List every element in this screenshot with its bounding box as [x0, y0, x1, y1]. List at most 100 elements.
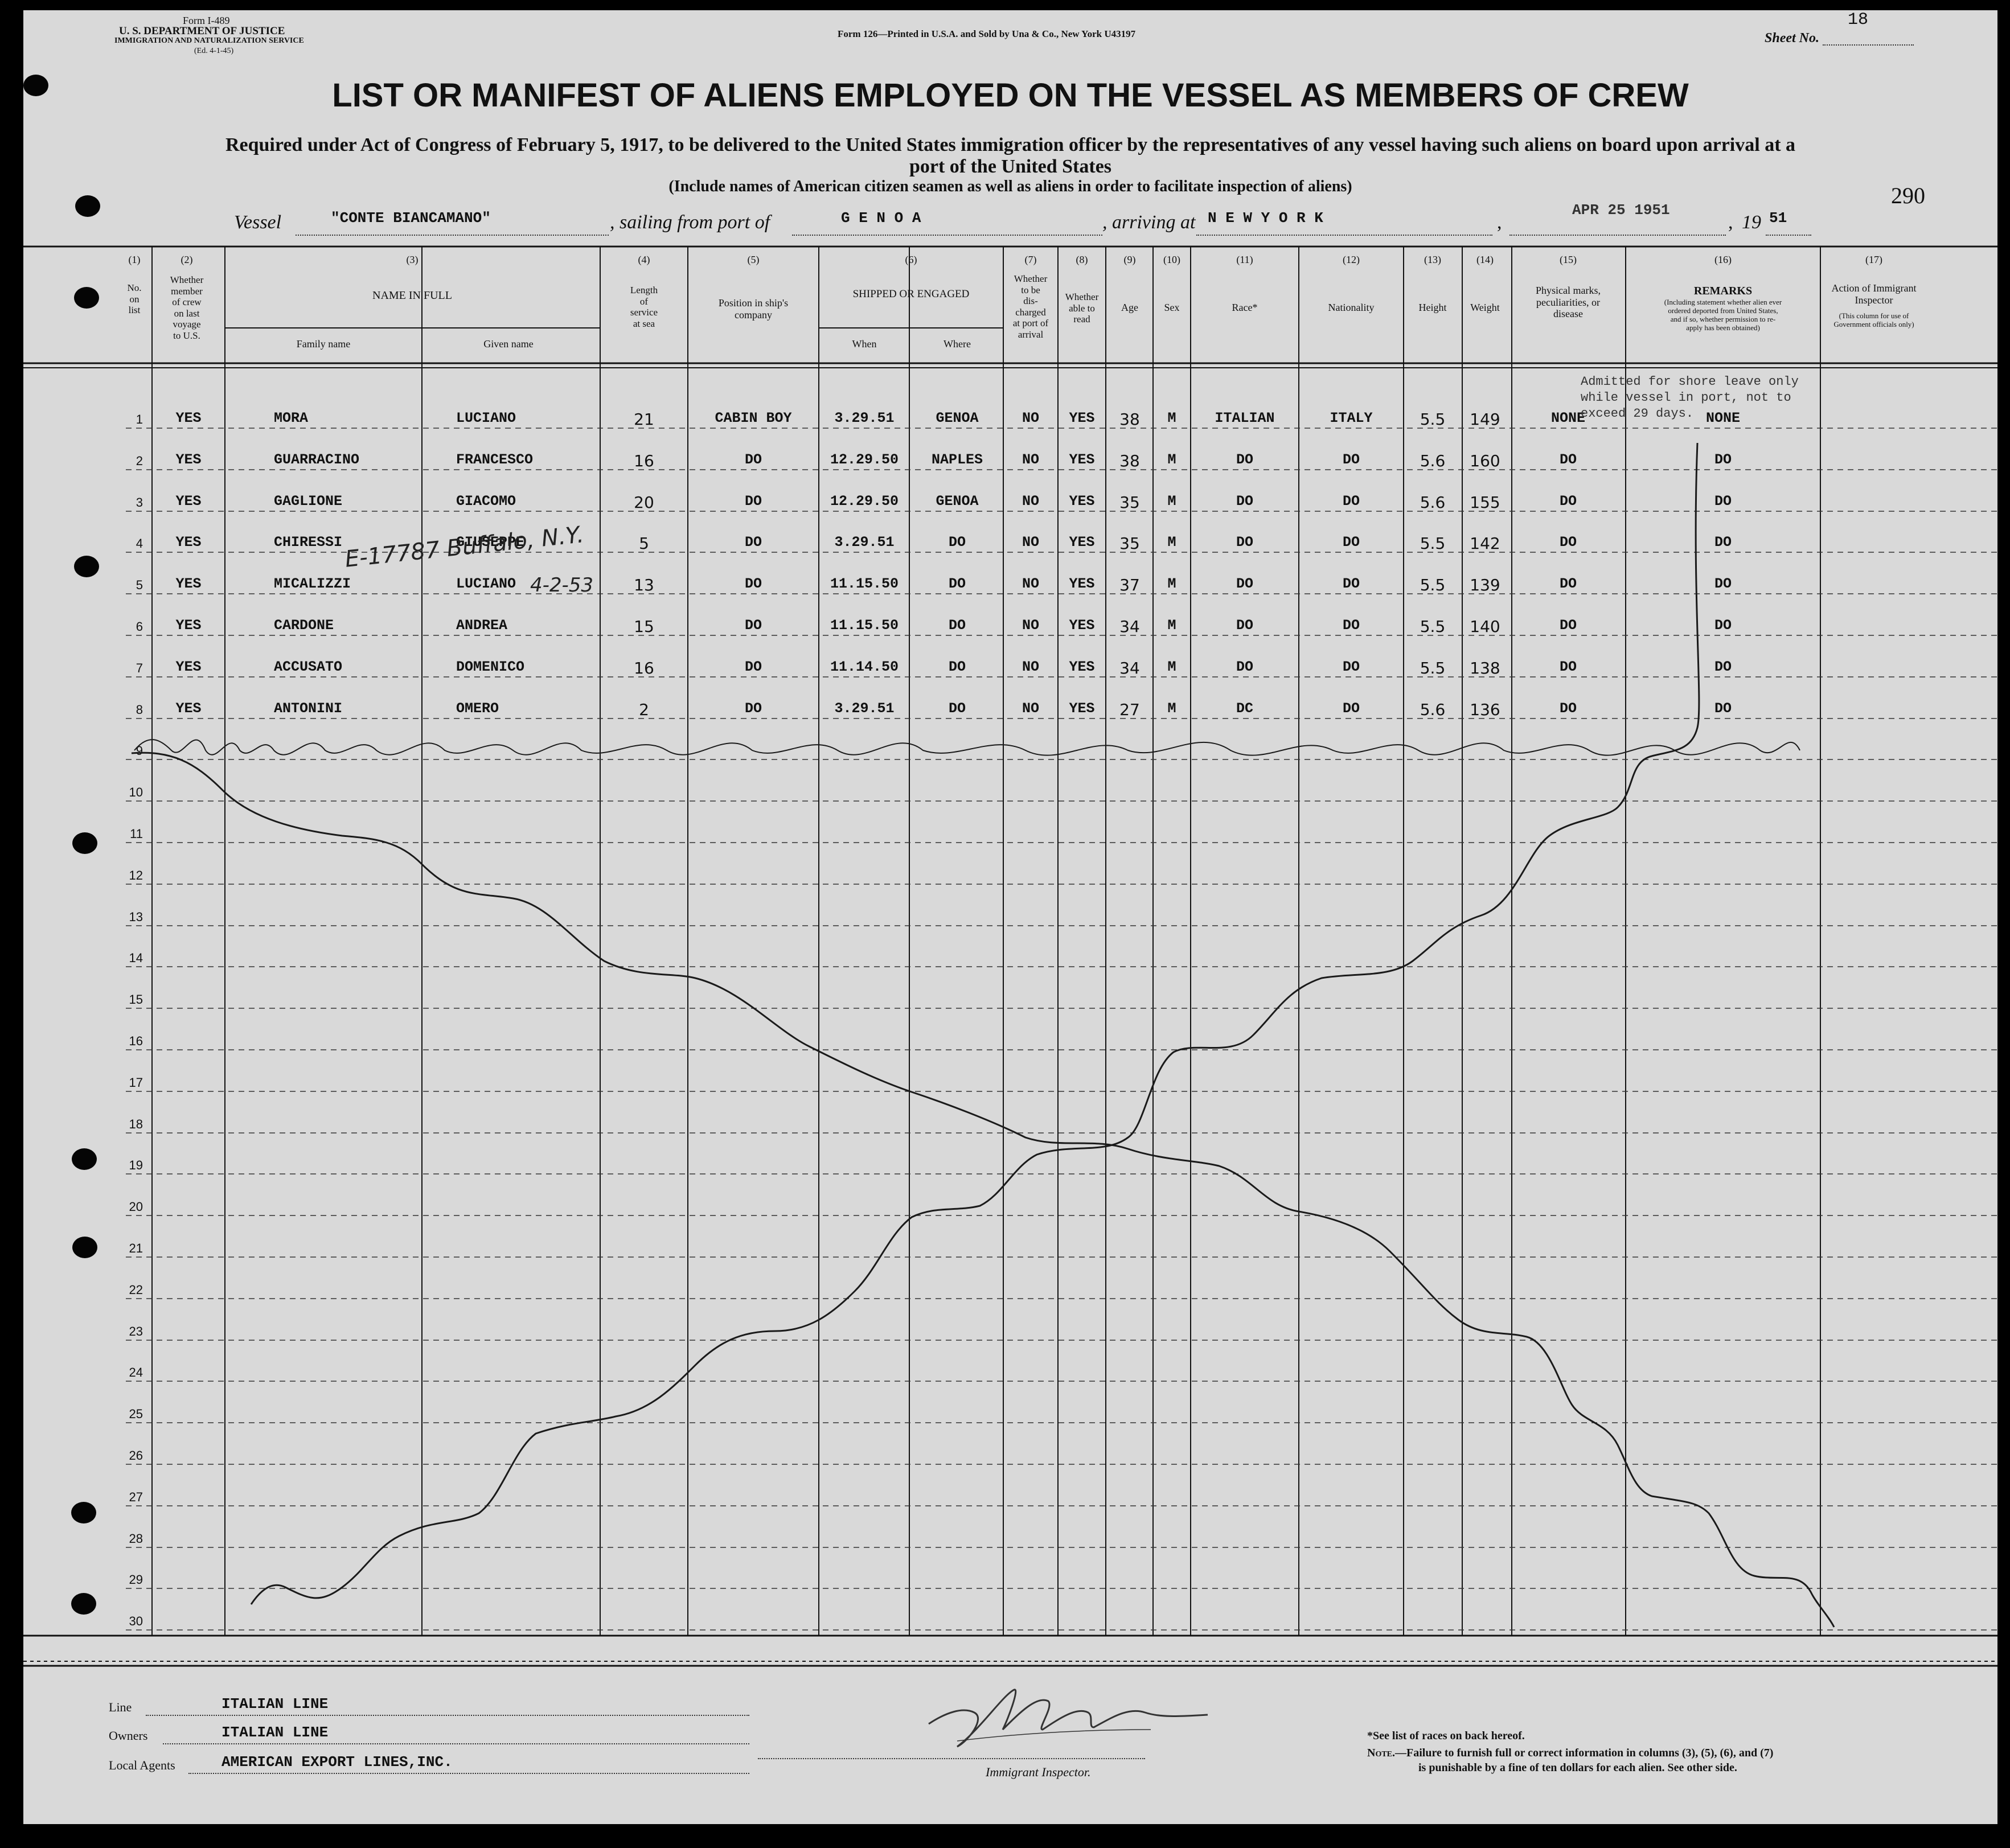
- cancellation-strokes: [131, 442, 1835, 1628]
- length-of-service: 13: [634, 576, 654, 594]
- row-number: 5: [136, 578, 143, 592]
- position: DO: [744, 617, 762, 634]
- crew-on-last-voyage: YES: [175, 534, 202, 551]
- col2-num: (2): [181, 254, 193, 265]
- subtitle-note: (Include names of American citizen seame…: [668, 178, 1352, 195]
- sailing-underline: [792, 235, 1102, 236]
- height: 5.5: [1420, 534, 1446, 553]
- family-name: CARDONE: [274, 617, 334, 634]
- note-label: Note.: [1367, 1747, 1396, 1759]
- col7-label: Whether to be dis- charged at port of ar…: [1012, 273, 1049, 340]
- owners-value: ITALIAN LINE: [221, 1724, 329, 1741]
- col15-num: (15): [1560, 254, 1577, 265]
- owners-label: Owners: [109, 1728, 148, 1743]
- col17-sublabel: (This column for use of Government offic…: [1833, 311, 1914, 328]
- col16-label: REMARKS: [1693, 285, 1753, 297]
- vessel-underline: [296, 235, 609, 236]
- crew-on-last-voyage: YES: [175, 617, 202, 634]
- shipped-when: 12.29.50: [830, 451, 899, 468]
- service-name: IMMIGRATION AND NATURALIZATION SERVICE: [114, 36, 304, 45]
- physical-marks: DO: [1559, 617, 1577, 634]
- row-number: 30: [129, 1614, 143, 1628]
- row-number: 6: [136, 619, 143, 634]
- manifest-grid: [23, 245, 1997, 1667]
- row-number: 13: [129, 910, 143, 924]
- agents-label: Local Agents: [109, 1758, 175, 1772]
- punch-hole: [71, 1593, 96, 1615]
- race: DO: [1236, 659, 1254, 675]
- sailing-label: , sailing from port of: [610, 212, 770, 233]
- age: 27: [1119, 700, 1140, 719]
- footer-note-2: is punishable by a fine of ten dollars f…: [1418, 1761, 1737, 1774]
- age: 35: [1119, 493, 1140, 512]
- row-number: 14: [129, 951, 143, 965]
- position: CABIN BOY: [715, 410, 792, 426]
- handwritten-note-2: 4-2-53: [530, 574, 594, 597]
- col5-num: (5): [747, 254, 760, 265]
- family-name: ANTONINI: [274, 700, 343, 717]
- remark-line2: while vessel in port, not to: [1581, 391, 1791, 405]
- length-of-service: 2: [639, 700, 649, 719]
- length-of-service: 5: [639, 534, 649, 553]
- family-name: MORA: [274, 410, 309, 426]
- nationality: DO: [1342, 659, 1360, 675]
- given-name: OMERO: [456, 700, 499, 717]
- punch-hole: [74, 287, 99, 309]
- row-number: 23: [129, 1324, 143, 1338]
- shipped-when: 12.29.50: [830, 493, 899, 510]
- col6-label: SHIPPED OR ENGAGED: [852, 288, 970, 300]
- inspector-label: Immigrant Inspector.: [986, 1765, 1091, 1779]
- physical-marks: DO: [1559, 576, 1577, 592]
- year-prefix: 19: [1742, 212, 1761, 233]
- discharged: NO: [1022, 493, 1040, 510]
- page-number: 290: [1891, 183, 1925, 208]
- col1-label: No. on list: [127, 282, 142, 316]
- physical-marks: DO: [1559, 534, 1577, 551]
- sex: M: [1167, 493, 1176, 510]
- crew-on-last-voyage: YES: [175, 451, 202, 468]
- race: DO: [1236, 617, 1254, 634]
- row-number: 28: [129, 1531, 143, 1546]
- col13-num: (13): [1424, 254, 1441, 265]
- row-number: 21: [129, 1241, 143, 1255]
- length-of-service: 21: [634, 410, 654, 429]
- row-number: 3: [136, 495, 143, 510]
- row-number: 8: [136, 703, 143, 717]
- crew-on-last-voyage: YES: [175, 493, 202, 510]
- col6-num: (6): [905, 254, 917, 265]
- vessel-name: "CONTE BIANCAMANO": [331, 210, 491, 227]
- given-name: ANDREA: [456, 617, 508, 634]
- manifest-sheet: Form I-489 U. S. DEPARTMENT OF JUSTICE I…: [23, 10, 1997, 1824]
- sheet-number: 18: [1848, 10, 1869, 30]
- punch-hole: [72, 1148, 97, 1170]
- date-stamp: APR 25 1951: [1572, 202, 1670, 219]
- height: 5.6: [1420, 700, 1446, 719]
- punch-hole: [23, 75, 48, 96]
- comma: ,: [1728, 212, 1733, 233]
- able-to-read: YES: [1069, 410, 1095, 426]
- weight: 139: [1470, 576, 1500, 594]
- col2-label: Whether member of crew on last voyage to…: [170, 274, 204, 341]
- given-name: FRANCESCO: [456, 451, 534, 468]
- col16-num: (16): [1714, 254, 1732, 265]
- arriving-underline: [1196, 235, 1492, 236]
- race: DO: [1236, 493, 1254, 510]
- nationality: DO: [1342, 534, 1360, 551]
- shipped-where: GENOA: [936, 410, 979, 426]
- height: 5.5: [1420, 617, 1446, 636]
- position: DO: [744, 451, 762, 468]
- given-name: LUCIANO: [456, 576, 516, 592]
- sheet-label: Sheet No.: [1765, 31, 1819, 46]
- height: 5.5: [1420, 659, 1446, 677]
- remarks: DO: [1714, 617, 1732, 634]
- col8-num: (8): [1076, 254, 1088, 265]
- remarks: NONE: [1705, 410, 1741, 426]
- row-number: 15: [129, 992, 143, 1007]
- given-name: DOMENICO: [456, 659, 525, 675]
- nationality: DO: [1342, 700, 1360, 717]
- col1-num: (1): [128, 254, 141, 265]
- race: DO: [1236, 451, 1254, 468]
- position: DO: [744, 700, 762, 717]
- col6-where: Where: [944, 338, 971, 350]
- col7-num: (7): [1024, 254, 1037, 265]
